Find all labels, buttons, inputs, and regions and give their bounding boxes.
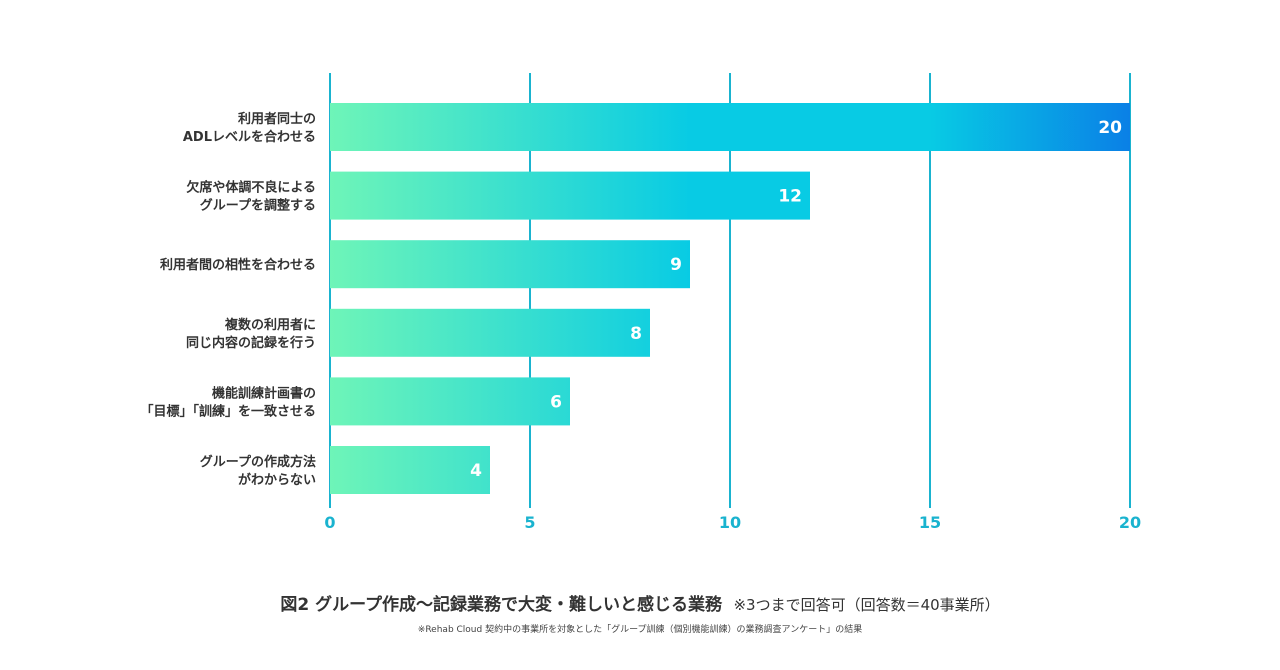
- x-tick-label-5: 5: [524, 513, 535, 532]
- chart-source: ※Rehab Cloud 契約中の事業所を対象とした「グループ訓練（個別機能訓練…: [417, 625, 863, 635]
- category-label-2: 利用者間の相性を合わせる: [160, 257, 316, 273]
- bar-4: [330, 377, 570, 426]
- bar-2: [330, 240, 690, 289]
- x-tick-label-20: 20: [1119, 513, 1141, 532]
- x-tick-label-10: 10: [719, 513, 741, 532]
- bar-value-label-2: 9: [670, 255, 682, 275]
- category-label-0: 利用者同士の ADLレベルを合わせる: [183, 111, 316, 145]
- category-label-1: 欠席や体調不良によるグループを調整する: [186, 180, 316, 214]
- category-label-4: 機能訓練計画書の「目標」「訓練」を一致させる: [140, 385, 316, 419]
- chart-title: 図2 グループ作成〜記録業務で大変・難しいと感じる業務: [280, 595, 723, 615]
- bar-chart: 0 5 10 15 20 20 利用者同士の ADLレベルを合わせる 12 欠席や体調不良によるグ…: [140, 73, 1141, 532]
- bar-value-label-5: 4: [470, 461, 482, 481]
- chart-caption: 図2 グループ作成〜記録業務で大変・難しいと感じる業務 ※3つまで回答可（回答数…: [0, 590, 1280, 615]
- bar-value-label-3: 8: [630, 324, 642, 344]
- chart-note: ※3つまで回答可（回答数＝40事業所）: [733, 596, 1000, 614]
- bar-value-label-0: 20: [1098, 118, 1122, 138]
- bar-1: [330, 171, 810, 220]
- x-tick-label-15: 15: [919, 513, 941, 532]
- bar-0: [330, 103, 1130, 151]
- bar-value-label-1: 12: [778, 187, 802, 207]
- bar-3: [330, 308, 650, 357]
- x-tick-label-0: 0: [324, 513, 335, 532]
- bar-value-label-4: 6: [550, 392, 562, 412]
- category-label-3: 複数の利用者に同じ内容の記録を行う: [186, 317, 316, 351]
- category-label-5: グループの作成方法がわからない: [200, 454, 316, 488]
- bar-5: [330, 446, 490, 494]
